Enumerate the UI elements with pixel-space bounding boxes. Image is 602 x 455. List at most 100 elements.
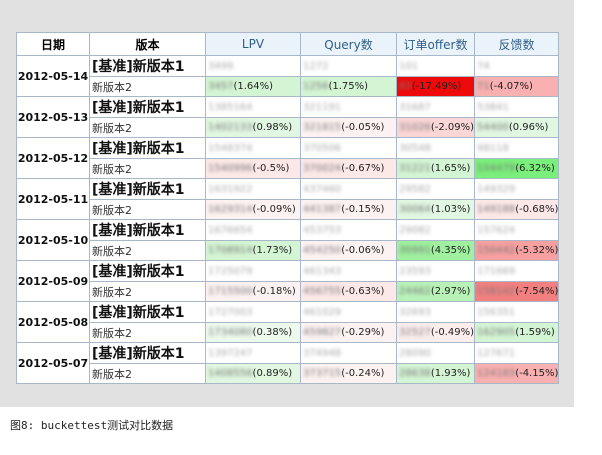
variant-version-label: 新版本2: [89, 158, 206, 179]
variant-version-label: 新版本2: [89, 240, 206, 261]
baseline-value-cell: 1385164: [205, 96, 301, 118]
percent-change: (-0.24%): [341, 368, 385, 379]
percent-change: (4.35%): [430, 245, 471, 256]
row-date: 2012-05-07: [16, 342, 90, 384]
variant-value-cell: 373715(-0.24%): [300, 363, 397, 384]
obscured-value: 30991: [399, 245, 431, 256]
table-row-variant: 新版本2 1715500(-0.18%) 456755(-0.63%) 24462(2…: [17, 281, 559, 302]
obscured-value: 321191: [303, 101, 342, 113]
obscured-value: 461029: [303, 306, 342, 318]
variant-value-cell: 71(-4.07%): [474, 76, 559, 97]
obscured-value: 149329: [477, 183, 516, 195]
obscured-value: 370506: [303, 142, 342, 154]
obscured-value: 156351: [477, 306, 516, 318]
variant-value-cell: 321815(-0.05%): [300, 117, 397, 138]
percent-change: (0.96%): [508, 122, 549, 133]
table-row-base: 2012-05-08 [基准]新版本1 1727003 461029 32693 1563…: [16, 301, 559, 343]
baseline-value-cell: 321191: [300, 96, 397, 118]
obscured-value: 1631922: [208, 183, 253, 195]
variant-value-cell: 32527(-0.49%): [396, 322, 475, 343]
header-lpv: LPV: [205, 32, 301, 56]
variant-value-cell: 24462(2.97%): [396, 281, 475, 302]
obscured-value: 441387: [303, 204, 342, 215]
variant-value-cell: 1708914(1.73%): [205, 240, 301, 261]
obscured-value: 437460: [303, 183, 342, 195]
baseline-version-label: [基准]新版本1: [89, 178, 206, 200]
baseline-value-cell: 127671: [474, 342, 559, 364]
obscured-value: 31221: [399, 163, 431, 174]
table-header-row: 日期 版本 LPV Query数 订单offer数 反馈数: [16, 32, 559, 56]
baseline-version-label: [基准]新版本1: [89, 219, 206, 241]
obscured-value: 28638: [399, 368, 431, 379]
obscured-value: 149188: [477, 204, 516, 215]
variant-value-cell: 459827(-0.29%): [300, 322, 397, 343]
obscured-value: 31026: [399, 122, 431, 133]
baseline-value-cell: 149329: [474, 178, 559, 200]
percent-change: (-0.15%): [341, 204, 385, 215]
table-row-variant: 新版本2 1629314(-0.09%) 441387(-0.15%) 30064(1…: [17, 199, 559, 220]
header-version: 版本: [89, 32, 206, 56]
row-date: 2012-05-09: [16, 260, 90, 302]
variant-value-cell: 31221(1.65%): [396, 158, 475, 179]
baseline-version-label: [基准]新版本1: [89, 96, 206, 118]
percent-change: (1.03%): [430, 204, 471, 215]
row-date: 2012-05-12: [16, 137, 90, 179]
variant-version-label: 新版本2: [89, 199, 206, 220]
table-row-variant: 新版本2 1734080(0.38%) 459827(-0.29%) 32527(-0…: [17, 322, 559, 343]
percent-change: (-0.06%): [341, 245, 385, 256]
baseline-value-cell: 53841: [474, 96, 559, 118]
baseline-value-cell: 98118: [474, 137, 559, 159]
row-date: 2012-05-10: [16, 219, 90, 261]
variant-value-cell: 30991(4.35%): [396, 240, 475, 261]
table-row-base: 2012-05-11 [基准]新版本1 1631922 437460 29582 1493…: [16, 178, 559, 220]
variant-value-cell: 1408556(0.89%): [205, 363, 301, 384]
variant-value-cell: 28638(1.93%): [396, 363, 475, 384]
obscured-value: 30064: [399, 204, 431, 215]
obscured-value: 28090: [399, 347, 431, 359]
obscured-value: 31687: [399, 101, 431, 113]
baseline-value-cell: 23593: [396, 260, 475, 282]
baseline-value-cell: 461029: [300, 301, 397, 323]
obscured-value: 1734080: [208, 327, 253, 338]
variant-value-cell: 1540996(-0.5%): [205, 158, 301, 179]
obscured-value: 24462: [399, 286, 431, 297]
variant-value-cell: 124183(-4.15%): [474, 363, 559, 384]
figure-caption: 图8: buckettest测试对比数据: [10, 419, 174, 432]
obscured-value: 1408556: [208, 368, 253, 379]
obscured-value: 1540996: [208, 163, 253, 174]
baseline-value-cell: 437460: [300, 178, 397, 200]
obscured-value: 459827: [303, 327, 342, 338]
variant-value-cell: 454250(-0.06%): [300, 240, 397, 261]
table-row-variant: 新版本2 1708914(1.73%) 454250(-0.06%) 30991(4.…: [17, 240, 559, 261]
obscured-value: 1548374: [208, 142, 253, 154]
percent-change: (-0.63%): [341, 286, 385, 297]
baseline-value-cell: 156351: [474, 301, 559, 323]
obscured-value: 158142: [477, 286, 516, 297]
baseline-version-label: [基准]新版本1: [89, 342, 206, 364]
variant-value-cell: 158142(-7.54%): [474, 281, 559, 302]
percent-change: (-5.32%): [515, 245, 559, 256]
obscured-value: 1676654: [208, 224, 253, 236]
baseline-value-cell: 1272: [300, 55, 397, 77]
obscured-value: 373715: [303, 368, 342, 379]
baseline-value-cell: 101: [396, 55, 475, 77]
percent-change: (0.38%): [252, 327, 293, 338]
row-date: 2012-05-14: [16, 55, 90, 97]
variant-value-cell: 149188(-0.68%): [474, 199, 559, 220]
obscured-value: 1725079: [208, 265, 253, 277]
variant-value-cell: 150442(-5.32%): [474, 240, 559, 261]
percent-change: (-2.09%): [430, 122, 474, 133]
percent-change: (1.75%): [328, 81, 369, 92]
baseline-version-label: [基准]新版本1: [89, 137, 206, 159]
baseline-value-cell: 171669: [474, 260, 559, 282]
variant-value-cell: 31026(-2.09%): [396, 117, 475, 138]
obscured-value: 1385164: [208, 101, 253, 113]
obscured-value: 54400: [477, 122, 509, 133]
obscured-value: 98118: [477, 142, 509, 154]
variant-value-cell: 83(-17.49%): [396, 76, 475, 97]
header-feedback: 反馈数: [474, 32, 559, 56]
obscured-value: 32693: [399, 306, 431, 318]
percent-change: (-0.05%): [341, 122, 385, 133]
variant-value-cell: 30064(1.03%): [396, 199, 475, 220]
percent-change: (-17.49%): [411, 81, 462, 92]
